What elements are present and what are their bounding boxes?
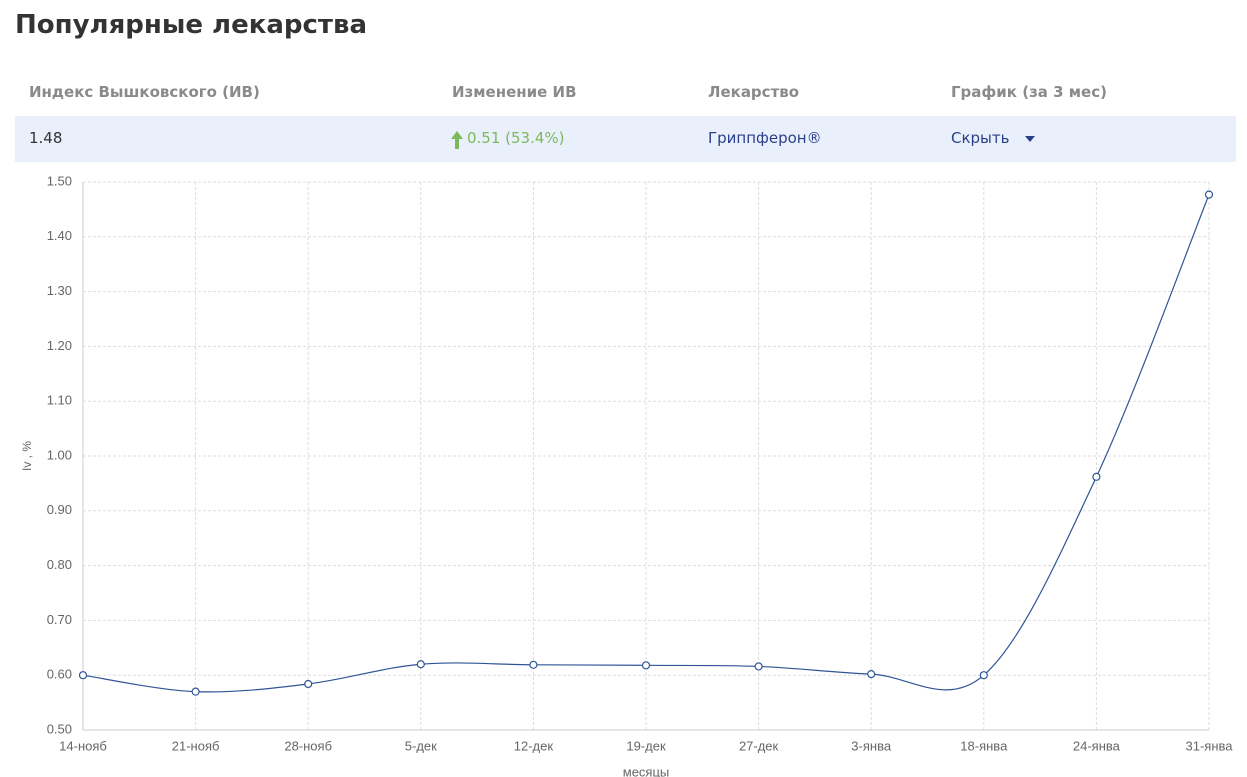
x-tick-label: 12-дек — [514, 738, 554, 753]
x-tick-label: 21-нояб — [172, 738, 220, 753]
y-axis-label: Iv , % — [20, 441, 34, 471]
line — [82, 194, 1210, 693]
point — [641, 661, 651, 670]
y-tick-label: 0.60 — [47, 667, 72, 682]
drug-link[interactable]: Гриппферон® — [708, 129, 822, 147]
table-row — [15, 116, 1236, 162]
point — [529, 660, 538, 669]
y-tick-label: 0.80 — [47, 557, 72, 572]
y-tick-label: 0.70 — [47, 612, 72, 627]
hide-chart-toggle[interactable]: Скрыть — [951, 129, 1010, 147]
index-value: 1.48 — [29, 129, 63, 147]
x-axis-label: месяцы — [623, 764, 670, 777]
x-tick-label: 3-янва — [851, 738, 892, 753]
point — [754, 662, 763, 671]
point — [191, 687, 200, 696]
column-header: Индекс Вышковского (ИВ) — [29, 83, 260, 101]
y-tick-label: 1.30 — [47, 283, 72, 298]
x-tick-label: 14-нояб — [59, 738, 107, 753]
index-change: 0.51 (53.4%) — [467, 129, 565, 147]
point — [304, 679, 313, 689]
y-tick-label: 0.90 — [47, 502, 72, 517]
x-tick-label: 24-янва — [1073, 738, 1121, 753]
point — [416, 660, 425, 669]
x-tick-label: 19-дек — [626, 738, 666, 753]
x-tick-label: 28-нояб — [284, 738, 332, 753]
y-tick-label: 1.10 — [47, 393, 72, 408]
point — [979, 671, 988, 680]
y-tick-label: 1.40 — [47, 228, 72, 243]
column-header: График (за 3 мес) — [951, 83, 1107, 101]
point — [867, 670, 876, 679]
point — [1204, 190, 1214, 199]
y-tick-label: 0.50 — [47, 721, 72, 736]
x-tick-label: 31-янва — [1186, 738, 1234, 753]
page-title: Популярные лекарства — [15, 10, 368, 40]
up-arrow-icon — [451, 131, 463, 149]
x-tick-label: 18-янва — [960, 738, 1008, 753]
column-header: Изменение ИВ — [452, 83, 577, 101]
y-tick-label: 1.00 — [47, 447, 72, 462]
x-tick-label: 27-дек — [739, 738, 779, 753]
point — [1092, 472, 1101, 481]
column-header: Лекарство — [708, 83, 800, 101]
y-tick-label: 1.20 — [47, 338, 72, 353]
y-tick-label: 1.50 — [47, 173, 72, 188]
dropdown-caret — [1025, 136, 1035, 142]
x-tick-label: 5-дек — [405, 738, 437, 753]
point — [78, 671, 88, 680]
